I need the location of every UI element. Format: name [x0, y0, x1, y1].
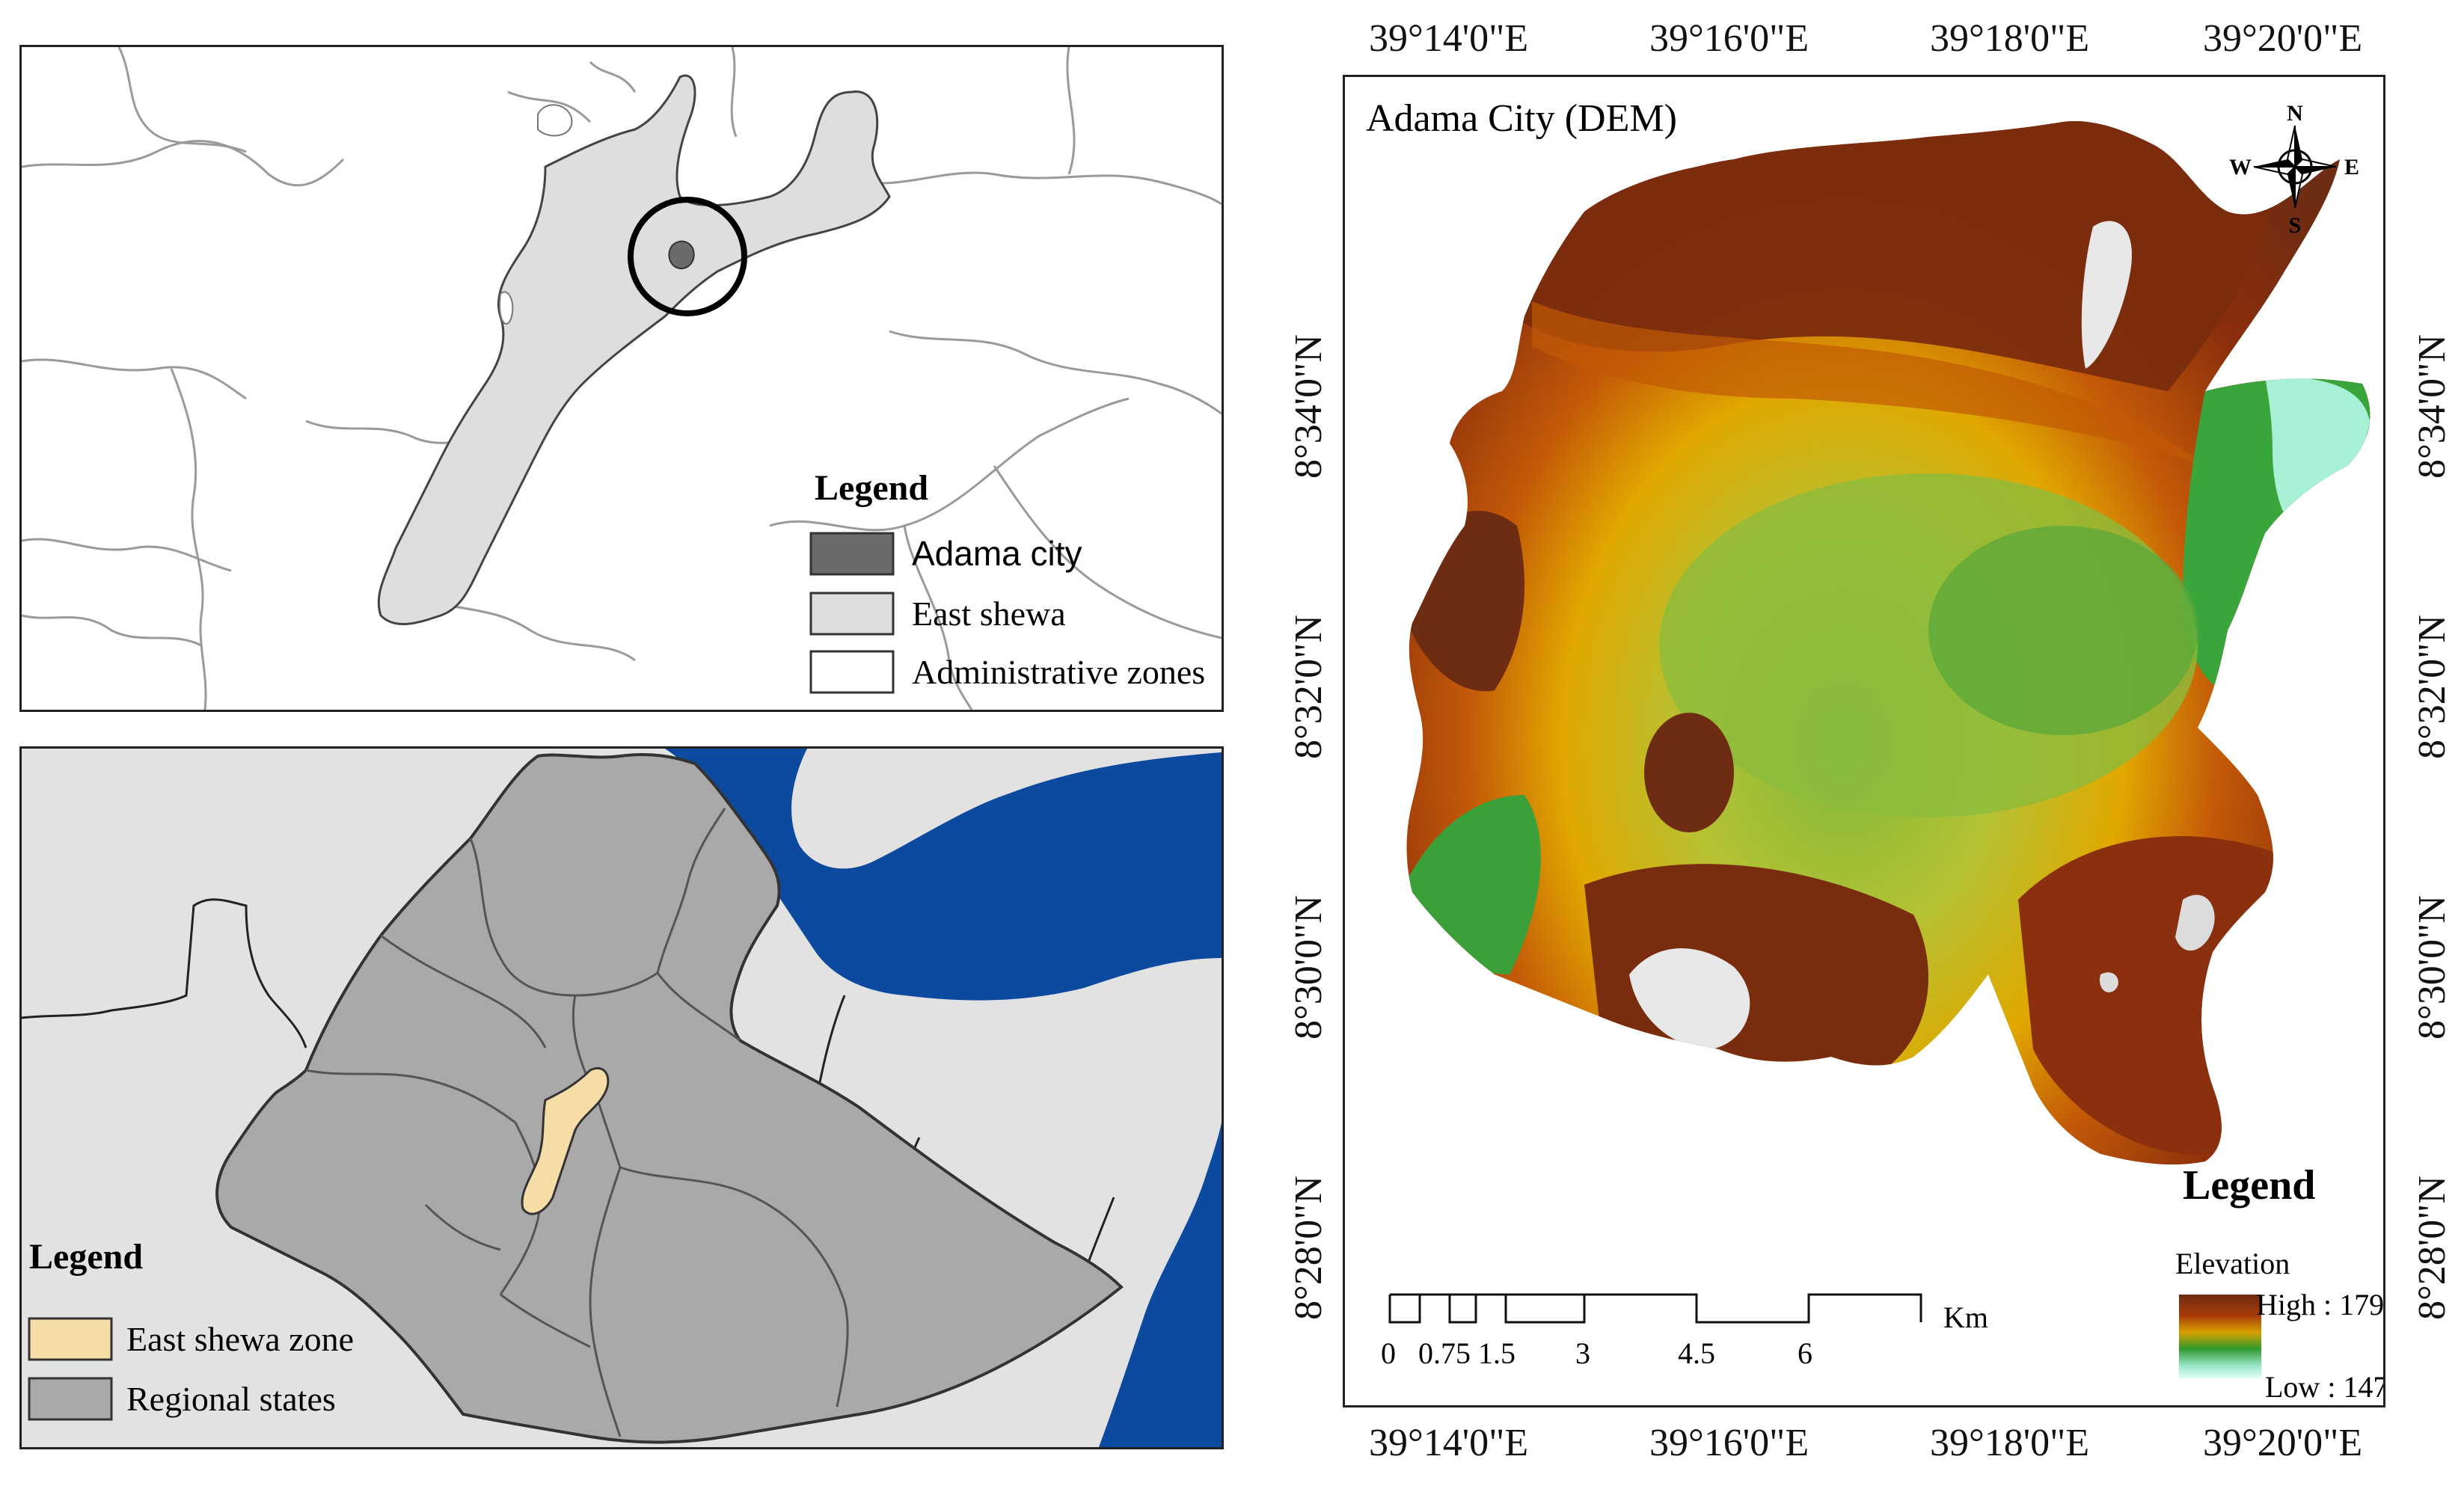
legend-swatch-east-shewa-zone: [28, 1317, 113, 1361]
ethiopia-regional-states-map: Legend East shewa zone Regional states: [19, 746, 1224, 1449]
lon-label-bottom-4: 39°20'0"E: [2203, 1422, 2363, 1464]
elevation-label: Elevation: [2175, 1247, 2290, 1280]
red-sea-water: [665, 749, 1222, 1001]
east-label: E: [2344, 155, 2359, 179]
east-shewa-zone-shape: [521, 1066, 610, 1215]
legend-swatch-adama-city: [809, 532, 895, 576]
administrative-zones-map: Legend Adama city East shewa Administrat…: [19, 45, 1224, 712]
legend-swatch-regional-states: [28, 1377, 113, 1421]
lon-label-top-1: 39°14'0"E: [1369, 17, 1529, 60]
zones-map-svg: Legend Adama city East shewa Administrat…: [22, 47, 1222, 710]
ethiopia-legend-title: Legend: [29, 1237, 143, 1277]
legend-label-east-shewa-zone: East shewa zone: [126, 1320, 354, 1358]
adama-dem-map: Adama City (DEM): [1343, 75, 2385, 1407]
indian-ocean-water: [1099, 1123, 1222, 1447]
west-label: W: [2229, 155, 2252, 179]
dem-legend: Legend Elevation High : 1799 Low : 1479: [2175, 1162, 2383, 1404]
zones-legend: Legend Adama city East shewa Administrat…: [809, 468, 1205, 694]
lat-label-right-1: 8°34'0"N: [2411, 334, 2454, 479]
lon-label-top-2: 39°16'0"E: [1649, 17, 1809, 60]
legend-label-regional-states: Regional states: [126, 1380, 336, 1418]
ethiopia-legend: Legend East shewa zone Regional states: [28, 1237, 354, 1421]
lake-shape: [499, 291, 514, 325]
lat-label-left-4: 8°28'0"N: [1287, 1176, 1330, 1320]
elevation-ramp: [2179, 1295, 2261, 1378]
scale-bar: [1388, 1293, 1922, 1324]
lake-shape: [537, 104, 573, 137]
north-arrow-icon: N S E W: [2229, 101, 2359, 238]
legend-label-adama-city: Adama city: [912, 534, 1082, 573]
scale-tick-3: 3: [1575, 1336, 1590, 1370]
zones-legend-title: Legend: [815, 468, 928, 508]
adama-highlight-circle: [628, 197, 747, 316]
legend-label-east-shewa: East shewa: [912, 595, 1066, 633]
scale-unit: Km: [1943, 1301, 1988, 1334]
lat-label-right-3: 8°30'0"N: [2411, 895, 2454, 1040]
scale-tick-0: 0: [1381, 1336, 1396, 1370]
scale-tick-0-75: 0.75: [1418, 1336, 1471, 1370]
legend-swatch-east-shewa: [809, 592, 895, 636]
south-label: S: [2289, 213, 2302, 238]
dem-map-title: Adama City (DEM): [1366, 97, 1677, 140]
lat-label-left-3: 8°30'0"N: [1287, 895, 1330, 1040]
regional-boundaries: [305, 808, 849, 1437]
elevation-low-label: Low : 1479: [2265, 1370, 2383, 1404]
north-label: N: [2287, 101, 2303, 126]
lon-label-bottom-1: 39°14'0"E: [1369, 1422, 1529, 1464]
scale-tick-6: 6: [1798, 1336, 1812, 1370]
zone-boundaries: [22, 47, 1222, 710]
scale-bar-labels: 0 0.75 1.5 3 4.5 6 Km: [1381, 1301, 1988, 1370]
lon-label-top-4: 39°20'0"E: [2203, 17, 2363, 60]
lat-label-left-1: 8°34'0"N: [1287, 334, 1330, 479]
lat-label-left-2: 8°32'0"N: [1287, 615, 1330, 759]
legend-label-administrative-zones: Administrative zones: [912, 653, 1205, 691]
ethiopia-country-shape: [215, 753, 1124, 1444]
scale-tick-4-5: 4.5: [1678, 1336, 1715, 1370]
elevation-high-label: High : 1799: [2256, 1288, 2383, 1321]
lon-label-bottom-2: 39°16'0"E: [1649, 1422, 1809, 1464]
ethiopia-map-svg: Legend East shewa zone Regional states: [22, 749, 1222, 1447]
adama-city-shape: [668, 240, 695, 270]
east-shewa-zone-shape: [377, 74, 891, 626]
dem-legend-title: Legend: [2183, 1162, 2315, 1209]
lat-label-right-2: 8°32'0"N: [2411, 615, 2454, 759]
lon-label-top-3: 39°18'0"E: [1930, 17, 2090, 60]
dem-map-svg: Adama City (DEM): [1366, 97, 2383, 1404]
lon-label-bottom-3: 39°18'0"E: [1930, 1422, 2090, 1464]
legend-swatch-administrative-zones: [809, 650, 895, 694]
lat-label-right-4: 8°28'0"N: [2411, 1176, 2454, 1320]
scale-tick-1-5: 1.5: [1478, 1336, 1516, 1370]
